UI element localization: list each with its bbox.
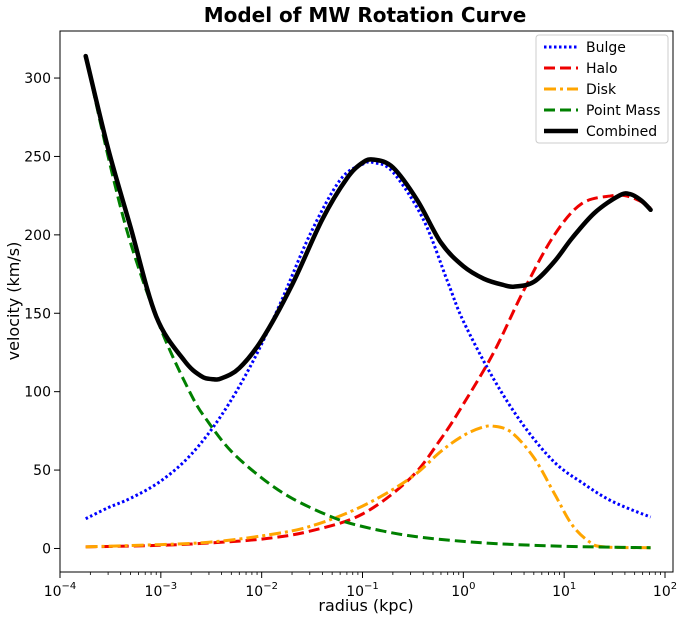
legend-label-point-mass: Point Mass xyxy=(586,103,660,119)
legend-label-halo: Halo xyxy=(586,61,618,77)
y-tick-label: 250 xyxy=(24,149,51,165)
y-tick-label: 200 xyxy=(24,228,51,244)
x-tick-label: 100 xyxy=(451,581,475,600)
x-tick-label: 10−3 xyxy=(145,581,178,600)
legend-label-disk: Disk xyxy=(586,82,617,98)
y-tick-label: 300 xyxy=(24,71,51,87)
x-tick-label: 102 xyxy=(653,581,677,600)
y-tick-label: 0 xyxy=(42,541,51,557)
axes-frame xyxy=(59,30,674,573)
series-line-combined xyxy=(83,53,653,382)
y-tick-label: 100 xyxy=(24,385,51,401)
chart-title: Model of MW Rotation Curve xyxy=(204,3,527,27)
x-tick-label: 10−4 xyxy=(44,581,77,600)
y-tick-label: 50 xyxy=(33,463,51,479)
legend: Bulge Halo Disk Point Mass Combined xyxy=(535,34,669,144)
series-line-disk xyxy=(85,424,651,550)
y-axis-ticks: 0 50 100 150 200 250 300 xyxy=(24,71,60,557)
y-axis-label: velocity (km/s) xyxy=(4,242,23,361)
series-line-bulge xyxy=(85,160,652,521)
legend-label-combined: Combined xyxy=(586,124,657,140)
legend-box xyxy=(535,34,669,144)
series-line-point-mass xyxy=(84,55,651,550)
x-tick-label: 101 xyxy=(552,581,576,600)
x-tick-label: 10−2 xyxy=(245,581,278,600)
legend-label-bulge: Bulge xyxy=(586,40,626,56)
series-layer xyxy=(83,53,653,550)
y-tick-label: 150 xyxy=(24,306,51,322)
x-axis-label: radius (kpc) xyxy=(318,596,413,615)
